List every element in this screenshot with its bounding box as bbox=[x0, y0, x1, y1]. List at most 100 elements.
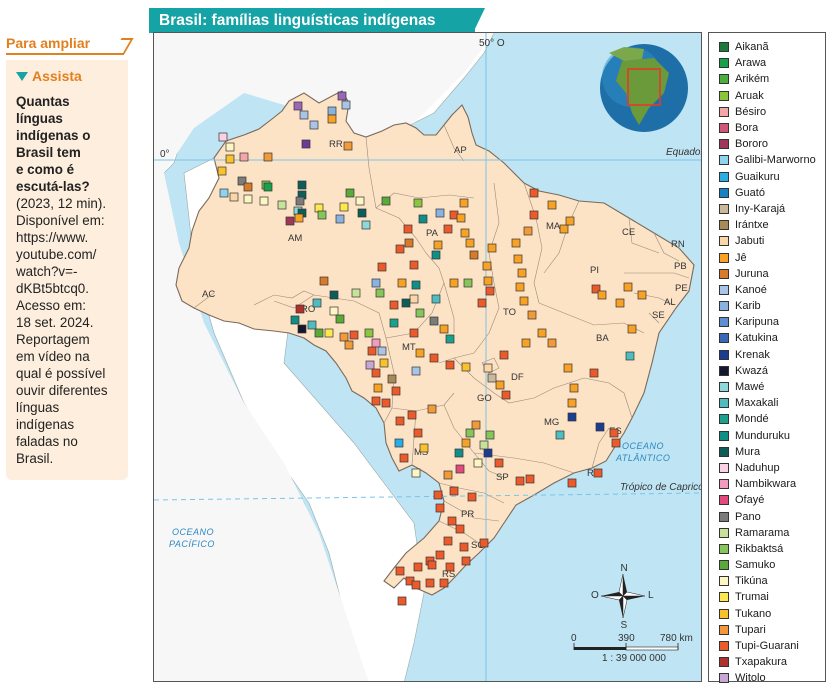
language-marker[interactable] bbox=[547, 200, 557, 210]
language-marker[interactable] bbox=[407, 410, 417, 420]
language-marker[interactable] bbox=[309, 120, 319, 130]
language-marker[interactable] bbox=[381, 398, 391, 408]
language-marker[interactable] bbox=[394, 438, 404, 448]
language-marker[interactable] bbox=[435, 503, 445, 513]
language-marker[interactable] bbox=[413, 198, 423, 208]
language-marker[interactable] bbox=[519, 296, 529, 306]
language-marker[interactable] bbox=[409, 260, 419, 270]
language-marker[interactable] bbox=[225, 154, 235, 164]
language-marker[interactable] bbox=[595, 422, 605, 432]
language-marker[interactable] bbox=[415, 308, 425, 318]
language-marker[interactable] bbox=[329, 306, 339, 316]
language-marker[interactable] bbox=[355, 196, 365, 206]
language-marker[interactable] bbox=[411, 366, 421, 376]
language-marker[interactable] bbox=[409, 294, 419, 304]
language-marker[interactable] bbox=[547, 338, 557, 348]
language-marker[interactable] bbox=[461, 556, 471, 566]
language-marker[interactable] bbox=[371, 396, 381, 406]
language-marker[interactable] bbox=[329, 290, 339, 300]
language-marker[interactable] bbox=[345, 188, 355, 198]
language-marker[interactable] bbox=[473, 458, 483, 468]
language-marker[interactable] bbox=[467, 492, 477, 502]
language-marker[interactable] bbox=[529, 210, 539, 220]
language-marker[interactable] bbox=[307, 320, 317, 330]
language-marker[interactable] bbox=[319, 276, 329, 286]
language-marker[interactable] bbox=[494, 458, 504, 468]
language-marker[interactable] bbox=[537, 328, 547, 338]
language-marker[interactable] bbox=[611, 438, 621, 448]
language-marker[interactable] bbox=[377, 346, 387, 356]
language-marker[interactable] bbox=[263, 182, 273, 192]
language-marker[interactable] bbox=[455, 524, 465, 534]
language-marker[interactable] bbox=[317, 210, 327, 220]
language-marker[interactable] bbox=[477, 298, 487, 308]
language-marker[interactable] bbox=[569, 383, 579, 393]
language-marker[interactable] bbox=[339, 332, 349, 342]
language-marker[interactable] bbox=[299, 110, 309, 120]
language-marker[interactable] bbox=[411, 468, 421, 478]
language-marker[interactable] bbox=[431, 250, 441, 260]
language-marker[interactable] bbox=[324, 328, 334, 338]
language-marker[interactable] bbox=[351, 288, 361, 298]
language-marker[interactable] bbox=[314, 328, 324, 338]
language-marker[interactable] bbox=[391, 386, 401, 396]
language-marker[interactable] bbox=[445, 334, 455, 344]
language-marker[interactable] bbox=[559, 224, 569, 234]
language-marker[interactable] bbox=[591, 284, 601, 294]
language-marker[interactable] bbox=[455, 464, 465, 474]
language-marker[interactable] bbox=[293, 101, 303, 111]
language-marker[interactable] bbox=[429, 353, 439, 363]
language-marker[interactable] bbox=[297, 324, 307, 334]
language-marker[interactable] bbox=[479, 440, 489, 450]
language-marker[interactable] bbox=[290, 315, 300, 325]
language-marker[interactable] bbox=[285, 216, 295, 226]
language-marker[interactable] bbox=[239, 152, 249, 162]
language-marker[interactable] bbox=[523, 226, 533, 236]
language-marker[interactable] bbox=[597, 290, 607, 300]
language-marker[interactable] bbox=[454, 448, 464, 458]
language-marker[interactable] bbox=[389, 300, 399, 310]
language-marker[interactable] bbox=[339, 202, 349, 212]
language-marker[interactable] bbox=[623, 282, 633, 292]
language-marker[interactable] bbox=[377, 262, 387, 272]
map-canvas[interactable]: 50° O 0° Equador Trópico de Capricórnio … bbox=[154, 33, 702, 682]
language-marker[interactable] bbox=[567, 398, 577, 408]
language-marker[interactable] bbox=[357, 208, 367, 218]
language-marker[interactable] bbox=[379, 358, 389, 368]
language-marker[interactable] bbox=[527, 310, 537, 320]
language-marker[interactable] bbox=[517, 268, 527, 278]
language-marker[interactable] bbox=[456, 213, 466, 223]
language-marker[interactable] bbox=[395, 416, 405, 426]
language-marker[interactable] bbox=[515, 282, 525, 292]
language-marker[interactable] bbox=[335, 314, 345, 324]
language-marker[interactable] bbox=[479, 538, 489, 548]
language-marker[interactable] bbox=[485, 430, 495, 440]
language-marker[interactable] bbox=[409, 328, 419, 338]
language-marker[interactable] bbox=[337, 91, 347, 101]
language-marker[interactable] bbox=[471, 420, 481, 430]
language-marker[interactable] bbox=[381, 196, 391, 206]
language-marker[interactable] bbox=[435, 550, 445, 560]
language-marker[interactable] bbox=[511, 238, 521, 248]
language-marker[interactable] bbox=[443, 224, 453, 234]
language-marker[interactable] bbox=[563, 363, 573, 373]
language-marker[interactable] bbox=[243, 194, 253, 204]
language-marker[interactable] bbox=[461, 362, 471, 372]
language-marker[interactable] bbox=[371, 368, 381, 378]
language-marker[interactable] bbox=[364, 328, 374, 338]
language-marker[interactable] bbox=[555, 430, 565, 440]
language-marker[interactable] bbox=[312, 298, 322, 308]
language-marker[interactable] bbox=[463, 278, 473, 288]
language-marker[interactable] bbox=[418, 214, 428, 224]
language-marker[interactable] bbox=[373, 383, 383, 393]
language-marker[interactable] bbox=[435, 208, 445, 218]
language-marker[interactable] bbox=[567, 478, 577, 488]
language-marker[interactable] bbox=[465, 428, 475, 438]
language-marker[interactable] bbox=[460, 228, 470, 238]
language-marker[interactable] bbox=[404, 238, 414, 248]
language-marker[interactable] bbox=[371, 338, 381, 348]
language-marker[interactable] bbox=[229, 192, 239, 202]
language-marker[interactable] bbox=[483, 363, 493, 373]
language-marker[interactable] bbox=[567, 412, 577, 422]
language-marker[interactable] bbox=[459, 542, 469, 552]
